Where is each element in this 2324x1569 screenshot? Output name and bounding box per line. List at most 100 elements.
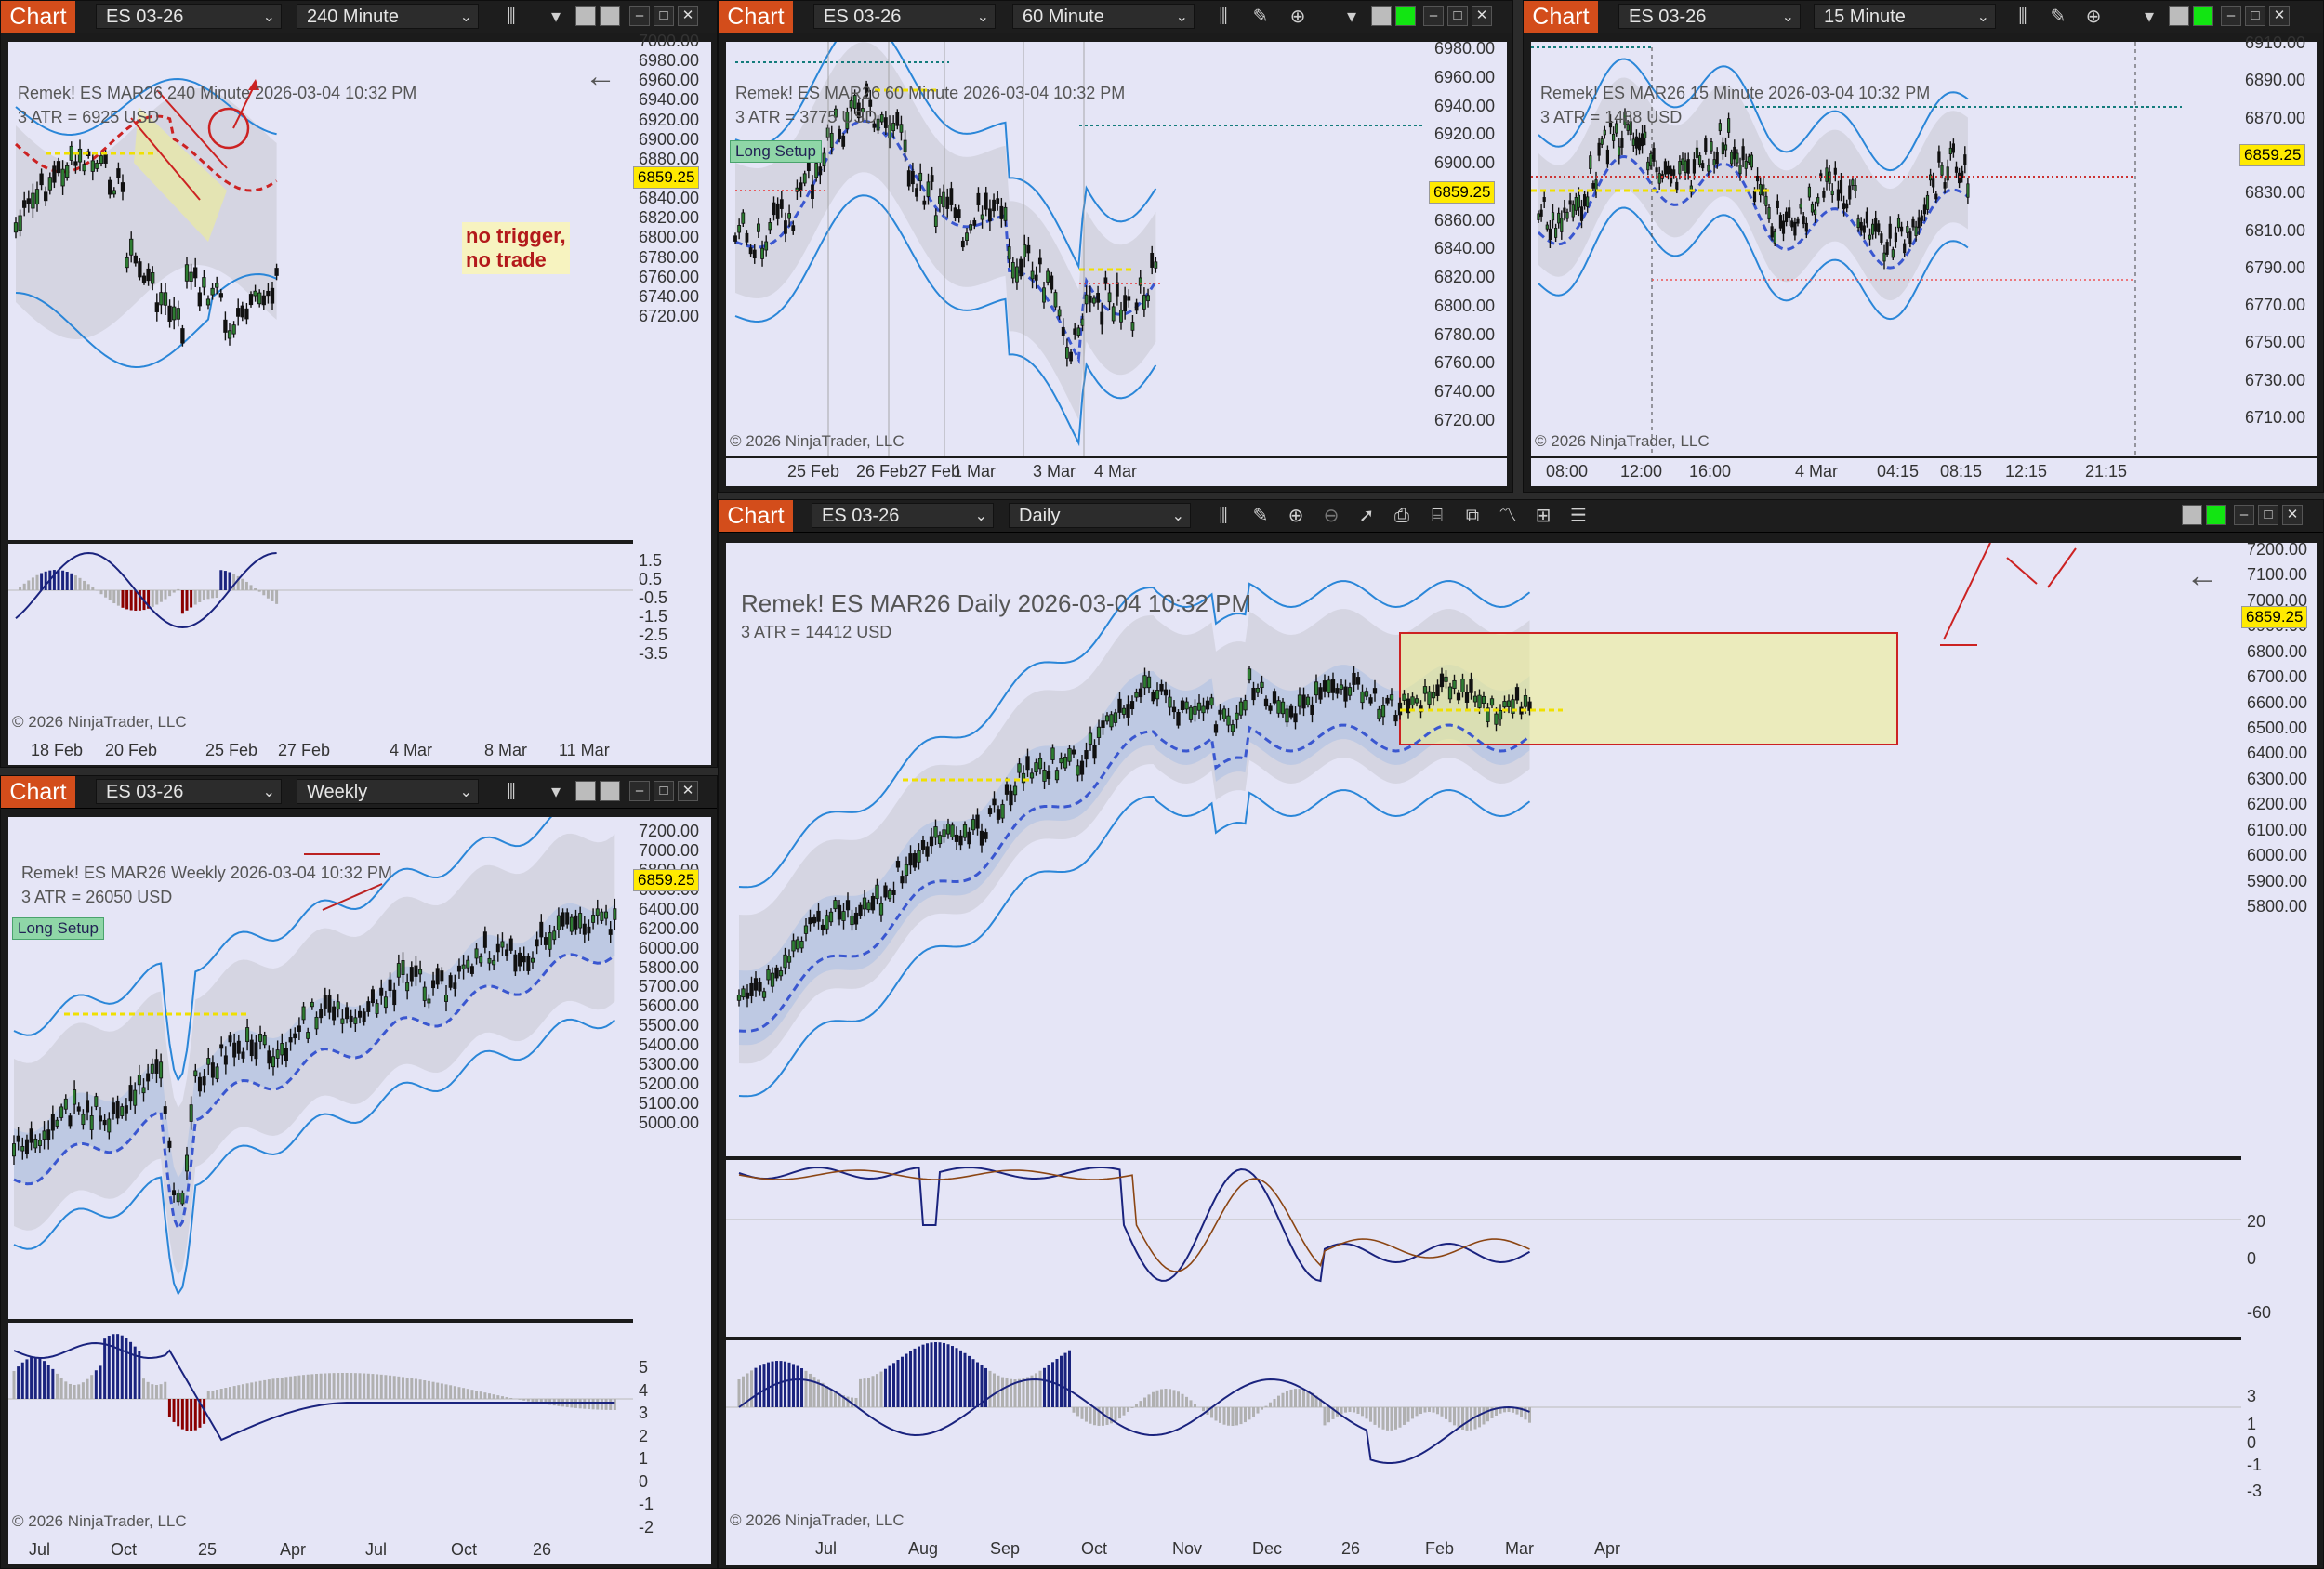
bar-style-icon[interactable]: ⫼ <box>2018 7 2027 27</box>
price-panel[interactable]: Remek! ES MAR26 Daily 2026-03-04 10:32 P… <box>726 543 2241 1156</box>
candle-body <box>261 295 266 306</box>
minimize-button[interactable]: – <box>2221 6 2241 26</box>
time-tick-label: Dec <box>1252 1539 1283 1558</box>
minimize-button[interactable]: – <box>629 781 650 801</box>
price-axis[interactable]: 7200.007100.007000.006900.006800.006700.… <box>2241 540 2317 1536</box>
upper-band <box>13 817 553 1082</box>
chevron-down-icon[interactable]: ▾ <box>550 7 561 27</box>
candle-body <box>1123 295 1128 312</box>
link-color-button[interactable] <box>2193 6 2213 26</box>
oscillator-panel[interactable]: © 2026 NinjaTrader, LLC <box>8 1323 633 1536</box>
interval-selector[interactable]: Daily ⌄ <box>1009 503 1191 528</box>
chart-menu-button[interactable]: Chart <box>1 1 75 33</box>
close-button[interactable]: ✕ <box>2269 6 2290 26</box>
back-arrow-icon[interactable]: ← <box>585 59 616 94</box>
minimize-button[interactable]: – <box>629 6 650 26</box>
drawing-tool-icon[interactable]: ✎ <box>1252 506 1269 526</box>
link-color-button[interactable] <box>600 6 620 26</box>
oscillator-panel-2[interactable]: © 2026 NinjaTrader, LLC <box>726 1340 2241 1536</box>
list-icon[interactable]: ☰ <box>1570 506 1587 526</box>
bar-style-icon[interactable]: ⫼ <box>507 782 516 802</box>
zoom-out-icon[interactable]: ⊖ <box>1323 506 1340 526</box>
interval-selector[interactable]: 60 Minute ⌄ <box>1012 4 1195 29</box>
price-axis[interactable]: 6910.006890.006870.006850.006830.006810.… <box>2239 33 2317 456</box>
pointer-icon[interactable]: ➚ <box>1358 506 1375 526</box>
chart-menu-button[interactable]: Chart <box>1 776 75 808</box>
interval-selector[interactable]: 15 Minute ⌄ <box>1814 4 1996 29</box>
price-tick-label: 6910.00 <box>2245 33 2306 52</box>
properties-icon[interactable]: ⌸ <box>1432 506 1443 526</box>
data-box-icon[interactable]: ⎙ <box>1394 506 1409 526</box>
minimize-button[interactable]: – <box>1423 6 1444 26</box>
maximize-button[interactable]: □ <box>1447 6 1468 26</box>
instrument-selector[interactable]: ES 03-26 ⌄ <box>813 4 996 29</box>
maximize-button[interactable]: □ <box>654 781 674 801</box>
price-panel[interactable]: Remek! ES MAR26 60 Minute 2026-03-04 10:… <box>726 42 1429 456</box>
strategies-icon[interactable]: ⊞ <box>1535 506 1552 526</box>
price-panel[interactable]: Remek! ES MAR26 15 Minute 2026-03-04 10:… <box>1531 42 2239 456</box>
instrument-selector[interactable]: ES 03-26 ⌄ <box>812 503 994 528</box>
link-color-button[interactable] <box>1395 6 1416 26</box>
chart-title: Remek! ES MAR26 Weekly 2026-03-04 10:32 … <box>21 864 392 882</box>
link-color-button[interactable] <box>2206 505 2226 525</box>
link-color-button[interactable] <box>575 781 596 801</box>
maximize-button[interactable]: □ <box>2245 6 2265 26</box>
instrument-selector[interactable]: ES 03-26 ⌄ <box>96 779 282 804</box>
time-axis[interactable]: Jul Oct 25 Apr Jul Oct 26 <box>8 1536 711 1564</box>
indicators-icon[interactable]: 〽 <box>1499 506 1517 526</box>
histogram-bar <box>1010 1378 1012 1407</box>
zoom-in-icon[interactable]: ⊕ <box>1287 506 1304 526</box>
time-axis[interactable]: 08:00 12:00 16:00 4 Mar 04:15 08:15 12:15 21:15 <box>1531 458 2317 486</box>
maximize-button[interactable]: □ <box>2258 505 2278 525</box>
close-button[interactable]: ✕ <box>1472 6 1492 26</box>
chevron-down-icon[interactable]: ▾ <box>550 782 561 802</box>
minimize-button[interactable]: – <box>2234 505 2254 525</box>
link-color-button[interactable] <box>575 6 596 26</box>
snapshot-icon[interactable]: ⧉ <box>1465 506 1480 526</box>
bar-style-icon[interactable]: ⫼ <box>1219 506 1228 526</box>
chevron-down-icon[interactable]: ▾ <box>1346 7 1357 27</box>
histogram-bar <box>1085 1407 1088 1422</box>
drawing-tool-icon[interactable]: ✎ <box>2050 7 2067 27</box>
zoom-icon[interactable]: ⊕ <box>2085 7 2102 27</box>
bar-style-icon[interactable]: ⫼ <box>1219 7 1228 27</box>
price-panel[interactable]: Remek! ES MAR26 Weekly 2026-03-04 10:32 … <box>8 817 633 1319</box>
candle-body <box>340 1018 345 1024</box>
close-button[interactable]: ✕ <box>678 6 698 26</box>
histogram-bar <box>12 1371 16 1399</box>
candle-body <box>466 959 470 969</box>
chevron-down-icon[interactable]: ▾ <box>2144 7 2155 27</box>
price-axis[interactable]: 6980.006960.006940.006920.006900.006880.… <box>1429 39 1507 456</box>
candle-body <box>1733 146 1736 160</box>
close-button[interactable]: ✕ <box>2282 505 2303 525</box>
close-button[interactable]: ✕ <box>678 781 698 801</box>
instrument-selector[interactable]: ES 03-26 ⌄ <box>1618 4 1801 29</box>
bar-style-icon[interactable]: ⫼ <box>507 7 516 27</box>
link-color-button[interactable] <box>600 781 620 801</box>
link-color-button[interactable] <box>2182 505 2202 525</box>
oscillator-panel-1[interactable] <box>726 1160 2241 1337</box>
oscillator-svg <box>726 1166 2241 1283</box>
oscillator-panel[interactable]: © 2026 NinjaTrader, LLC <box>8 544 633 737</box>
chart-menu-button[interactable]: Chart <box>1524 1 1598 33</box>
chart-menu-button[interactable]: Chart <box>719 1 793 33</box>
instrument-selector[interactable]: ES 03-26 ⌄ <box>96 4 282 29</box>
price-axis[interactable]: 7200.007000.006800.006600.006400.006200.… <box>633 817 711 1559</box>
candle-body <box>556 915 561 930</box>
chart-menu-button[interactable]: Chart <box>719 500 793 532</box>
drawing-tool-icon[interactable]: ✎ <box>1252 7 1269 27</box>
candle-body <box>133 255 138 264</box>
interval-selector[interactable]: 240 Minute ⌄ <box>297 4 479 29</box>
time-axis[interactable]: Jul Aug Sep Oct Nov Dec 26 Feb Mar Apr <box>726 1536 2317 1565</box>
back-arrow-icon[interactable]: ← <box>2185 556 2219 594</box>
interval-selector[interactable]: Weekly ⌄ <box>297 779 479 804</box>
maximize-button[interactable]: □ <box>654 6 674 26</box>
time-axis[interactable]: 25 Feb 26 Feb 27 Feb 1 Mar 3 Mar 4 Mar <box>726 458 1507 486</box>
price-axis[interactable]: 7000.00 6980.00 6960.00 6940.00 6920.00 6900.… <box>633 32 711 737</box>
histogram-bar <box>483 1392 487 1399</box>
zoom-icon[interactable]: ⊕ <box>1289 7 1306 27</box>
price-panel[interactable]: Remek! ES MAR26 240 Minute 2026-03-04 10… <box>8 42 633 540</box>
link-color-button[interactable] <box>1371 6 1392 26</box>
time-axis[interactable]: 18 Feb 20 Feb 25 Feb 27 Feb 4 Mar 8 Mar 11 Mar <box>8 737 711 765</box>
link-color-button[interactable] <box>2169 6 2189 26</box>
